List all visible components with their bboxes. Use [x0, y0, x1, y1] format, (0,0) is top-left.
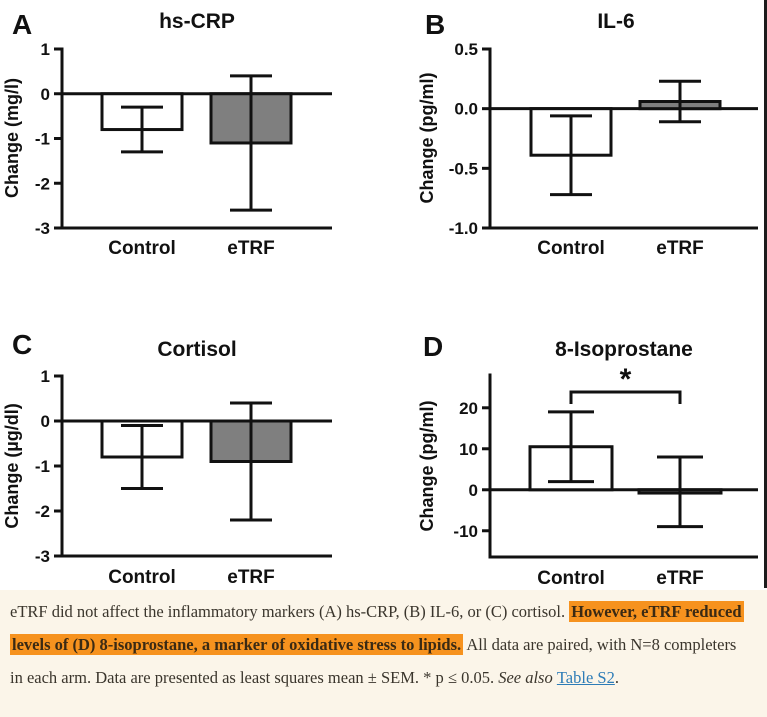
category-label: eTRF [656, 238, 704, 259]
panel-letter: D [423, 331, 443, 362]
y-axis-label: Change (µg/dl) [2, 403, 22, 528]
y-tick-label: 0.0 [454, 100, 478, 119]
panel-c-chart: C Cortisol Change (µg/dl) 1 0 -1 -2 -3 Control eT… [2, 329, 332, 588]
y-tick-label: -2 [35, 502, 50, 521]
y-axis-label: Change (pg/ml) [417, 73, 437, 204]
y-tick-label: 10 [459, 440, 478, 459]
y-tick-label: -0.5 [449, 159, 478, 178]
category-label: eTRF [227, 238, 275, 259]
y-tick-label: 20 [459, 399, 478, 418]
caption-text-after: All data are paired, with N=8 completers… [10, 635, 737, 687]
error-bar-etrf [230, 401, 272, 522]
panel-d-chart: D 8-Isoprostane Change (pg/ml) 20 10 0 -10 Cont… [417, 331, 758, 589]
figure-right-border [764, 0, 767, 588]
y-axis-label: Change (pg/ml) [417, 401, 437, 532]
y-tick-label: 1 [41, 40, 50, 59]
panel-d-isoprostane: D 8-Isoprostane Change (pg/ml) 20 10 0 -10 Cont… [383, 296, 767, 590]
category-label: eTRF [227, 567, 275, 588]
y-axis-label: Change (mg/l) [2, 78, 22, 198]
y-tick-label: -3 [35, 219, 50, 238]
error-bar-control [121, 424, 163, 490]
y-tick-label: 0.5 [454, 40, 478, 59]
y-tick-label: -10 [453, 522, 478, 541]
error-bar-etrf [230, 74, 272, 212]
significance-asterisk: * [620, 363, 632, 396]
y-tick-label: 1 [41, 367, 50, 386]
error-bar-control [121, 105, 163, 154]
table-s2-link[interactable]: Table S2 [556, 668, 615, 687]
caption-final-period: . [614, 668, 619, 687]
caption-text-before: eTRF did not affect the inflammatory mar… [10, 602, 570, 621]
y-tick-label: 0 [41, 412, 50, 431]
panel-b-chart: B IL-6 Change (pg/ml) 0.5 0.0 -0.5 -1.0 Control… [417, 9, 758, 259]
category-label: eTRF [656, 568, 704, 589]
panel-letter: A [12, 9, 32, 40]
y-tick-label: -1.0 [449, 219, 478, 238]
y-tick-label: -1 [35, 130, 50, 149]
panel-c-cortisol: C Cortisol Change (µg/dl) 1 0 -1 -2 -3 Control eT… [0, 296, 383, 590]
chart-title: hs-CRP [159, 10, 235, 33]
significance-bracket [569, 390, 682, 404]
category-label: Control [537, 238, 605, 259]
category-label: Control [537, 568, 605, 589]
category-label: Control [108, 567, 176, 588]
y-tick-label: -2 [35, 174, 50, 193]
category-label: Control [108, 238, 176, 259]
y-tick-label: -3 [35, 547, 50, 566]
panel-letter: C [12, 329, 32, 360]
error-bar-control [548, 410, 594, 484]
figure-caption: eTRF did not affect the inflammatory mar… [0, 590, 767, 717]
error-bar-etrf [657, 455, 703, 529]
caption-see-also: See also [498, 668, 557, 687]
error-bar-control [550, 114, 592, 197]
y-tick-label: 0 [41, 85, 50, 104]
y-tick-label: -1 [35, 457, 50, 476]
chart-title: 8-Isoprostane [555, 338, 693, 361]
y-tick-label: 0 [469, 481, 478, 500]
chart-title: Cortisol [157, 338, 236, 361]
panel-letter: B [425, 9, 445, 40]
error-bar-etrf [659, 79, 701, 124]
chart-title: IL-6 [597, 10, 634, 33]
panel-b-il6: B IL-6 Change (pg/ml) 0.5 0.0 -0.5 -1.0 Control… [383, 0, 767, 296]
